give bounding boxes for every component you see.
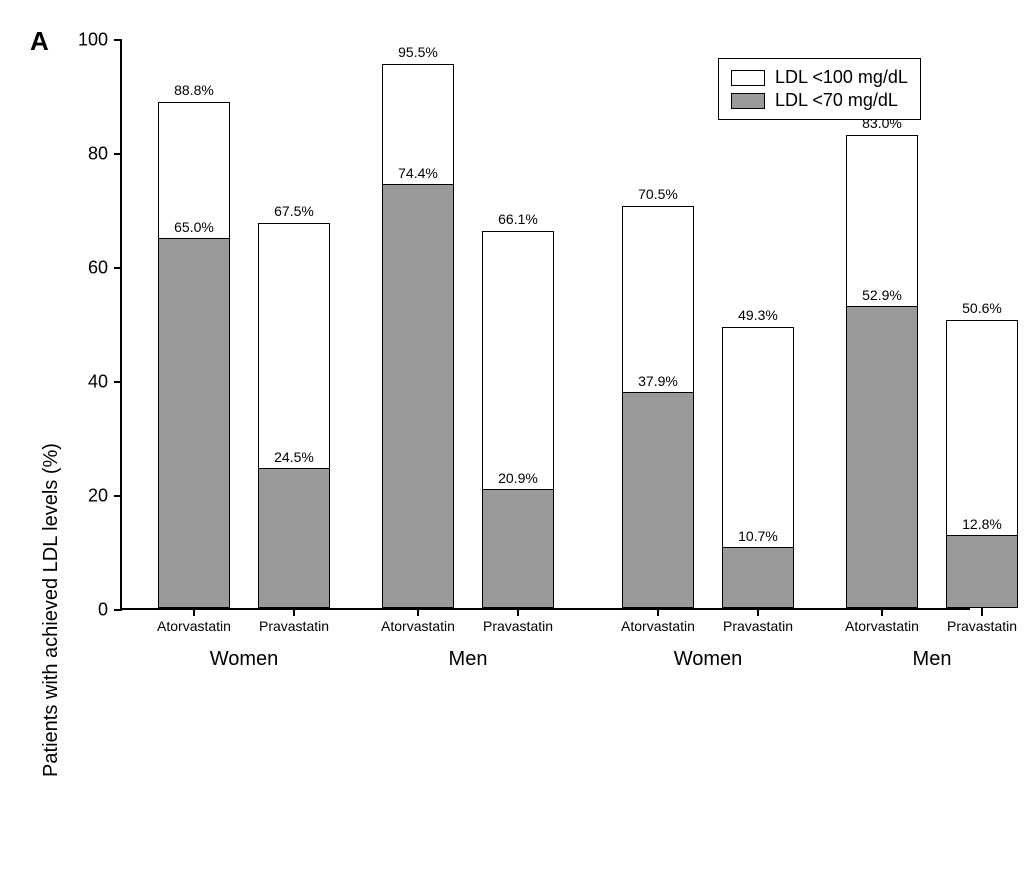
bar-value-label: 12.8% [962,516,1002,532]
bar-value-label: 65.0% [174,219,214,235]
xtick-label: Atorvastatin [381,618,455,634]
bar-inner [258,468,330,608]
legend-item: LDL <100 mg/dL [731,67,908,88]
bar-inner [946,535,1018,608]
bar-value-label: 24.5% [274,449,314,465]
xtick-label: Atorvastatin [157,618,231,634]
xtick-line [517,608,519,616]
ytick-line [114,495,122,497]
ytick-label: 20 [88,486,108,507]
xtick-line [657,608,659,616]
bar-value-label: 20.9% [498,470,538,486]
xtick-label: Pravastatin [723,618,793,634]
chart-container: A Patients with achieved LDL levels (%) … [0,0,1024,737]
ytick-label: 0 [98,600,108,621]
plot-area: 02040608010088.8%65.0%Atorvastatin67.5%2… [120,40,970,610]
bar-value-label: 66.1% [498,211,538,227]
bar-value-label: 49.3% [738,307,778,323]
xtick-line [193,608,195,616]
legend-swatch [731,70,765,86]
ytick-label: 40 [88,372,108,393]
xtick-label: Atorvastatin [845,618,919,634]
bar-value-label: 10.7% [738,528,778,544]
group-label: Men [449,648,488,671]
ytick-line [114,381,122,383]
legend-swatch [731,93,765,109]
legend-label: LDL <70 mg/dL [775,90,898,111]
xtick-label: Atorvastatin [621,618,695,634]
xtick-label: Pravastatin [259,618,329,634]
ytick-line [114,609,122,611]
xtick-line [757,608,759,616]
xtick-label: Pravastatin [947,618,1017,634]
bar-inner [382,184,454,608]
ytick-label: 100 [78,30,108,51]
xtick-label: Pravastatin [483,618,553,634]
xtick-line [417,608,419,616]
bar-value-label: 50.6% [962,300,1002,316]
bar-inner [158,238,230,609]
group-label: Men [913,648,952,671]
ytick-line [114,39,122,41]
bar-value-label: 67.5% [274,203,314,219]
bar-value-label: 74.4% [398,165,438,181]
ytick-label: 60 [88,258,108,279]
bar-inner [846,306,918,608]
legend: LDL <100 mg/dLLDL <70 mg/dL [718,58,921,120]
bar-value-label: 70.5% [638,186,678,202]
legend-label: LDL <100 mg/dL [775,67,908,88]
xtick-line [293,608,295,616]
xtick-line [881,608,883,616]
bar-value-label: 37.9% [638,373,678,389]
y-axis-label: Patients with achieved LDL levels (%) [40,325,63,895]
ytick-line [114,153,122,155]
bar-inner [622,392,694,608]
bar-inner [482,489,554,608]
ytick-line [114,267,122,269]
group-label: Women [210,648,279,671]
bar-value-label: 88.8% [174,82,214,98]
panel-label: A [30,26,49,57]
bar-value-label: 95.5% [398,44,438,60]
bar-value-label: 52.9% [862,287,902,303]
xtick-line [981,608,983,616]
legend-item: LDL <70 mg/dL [731,90,908,111]
group-label: Women [674,648,743,671]
ytick-label: 80 [88,144,108,165]
bar-inner [722,547,794,608]
